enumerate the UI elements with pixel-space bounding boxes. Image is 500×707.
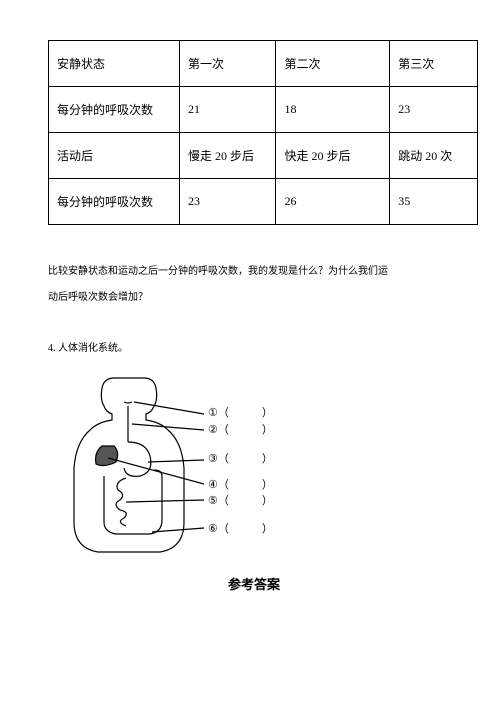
table-cell: 每分钟的呼吸次数: [49, 87, 180, 133]
diagram-label-6: ⑥（ ）: [208, 524, 273, 535]
question-line-2: 动后呼吸次数会增加？: [48, 292, 148, 303]
diagram-label-4: ④（ ）: [208, 480, 273, 491]
question-paragraph: 比较安静状态和运动之后一分钟的呼吸次数，我的发现是什么？为什么我们运 动后呼吸次…: [48, 259, 460, 311]
table-cell: 快走 20 步后: [276, 133, 390, 179]
diagram-label-3: ③（ ）: [208, 454, 273, 465]
answer-key-heading: 参考答案: [48, 574, 460, 593]
table-row: 安静状态 第一次 第二次 第三次: [49, 41, 478, 87]
table-row: 活动后 慢走 20 步后 快走 20 步后 跳动 20 次: [49, 133, 478, 179]
table-cell: 23: [390, 87, 478, 133]
diagram-label-5: ⑤（ ）: [208, 496, 273, 507]
table-cell: 活动后: [49, 133, 180, 179]
table-row: 每分钟的呼吸次数 21 18 23: [49, 87, 478, 133]
section-4-heading: 4. 人体消化系统。: [48, 339, 460, 354]
breathing-rate-table: 安静状态 第一次 第二次 第三次 每分钟的呼吸次数 21 18 23 活动后 慢…: [48, 40, 478, 225]
table-cell: 跳动 20 次: [390, 133, 478, 179]
table-cell: 安静状态: [49, 41, 180, 87]
table-cell: 18: [276, 87, 390, 133]
table-cell: 21: [180, 87, 276, 133]
table-row: 每分钟的呼吸次数 23 26 35: [49, 179, 478, 225]
question-line-1: 比较安静状态和运动之后一分钟的呼吸次数，我的发现是什么？为什么我们运: [48, 266, 388, 277]
table-cell: 第三次: [390, 41, 478, 87]
table-cell: 每分钟的呼吸次数: [49, 179, 180, 225]
table-cell: 35: [390, 179, 478, 225]
diagram-label-2: ②（ ）: [208, 425, 273, 436]
digestive-system-figure: ①（ ） ②（ ） ③（ ） ④（ ） ⑤（ ） ⑥（ ）: [48, 372, 460, 562]
diagram-label-1: ①（ ）: [208, 408, 273, 419]
table-cell: 26: [276, 179, 390, 225]
human-body-diagram-icon: [54, 372, 204, 557]
table-cell: 第一次: [180, 41, 276, 87]
table-cell: 第二次: [276, 41, 390, 87]
page-content: 安静状态 第一次 第二次 第三次 每分钟的呼吸次数 21 18 23 活动后 慢…: [0, 0, 500, 613]
table-cell: 23: [180, 179, 276, 225]
table-cell: 慢走 20 步后: [180, 133, 276, 179]
